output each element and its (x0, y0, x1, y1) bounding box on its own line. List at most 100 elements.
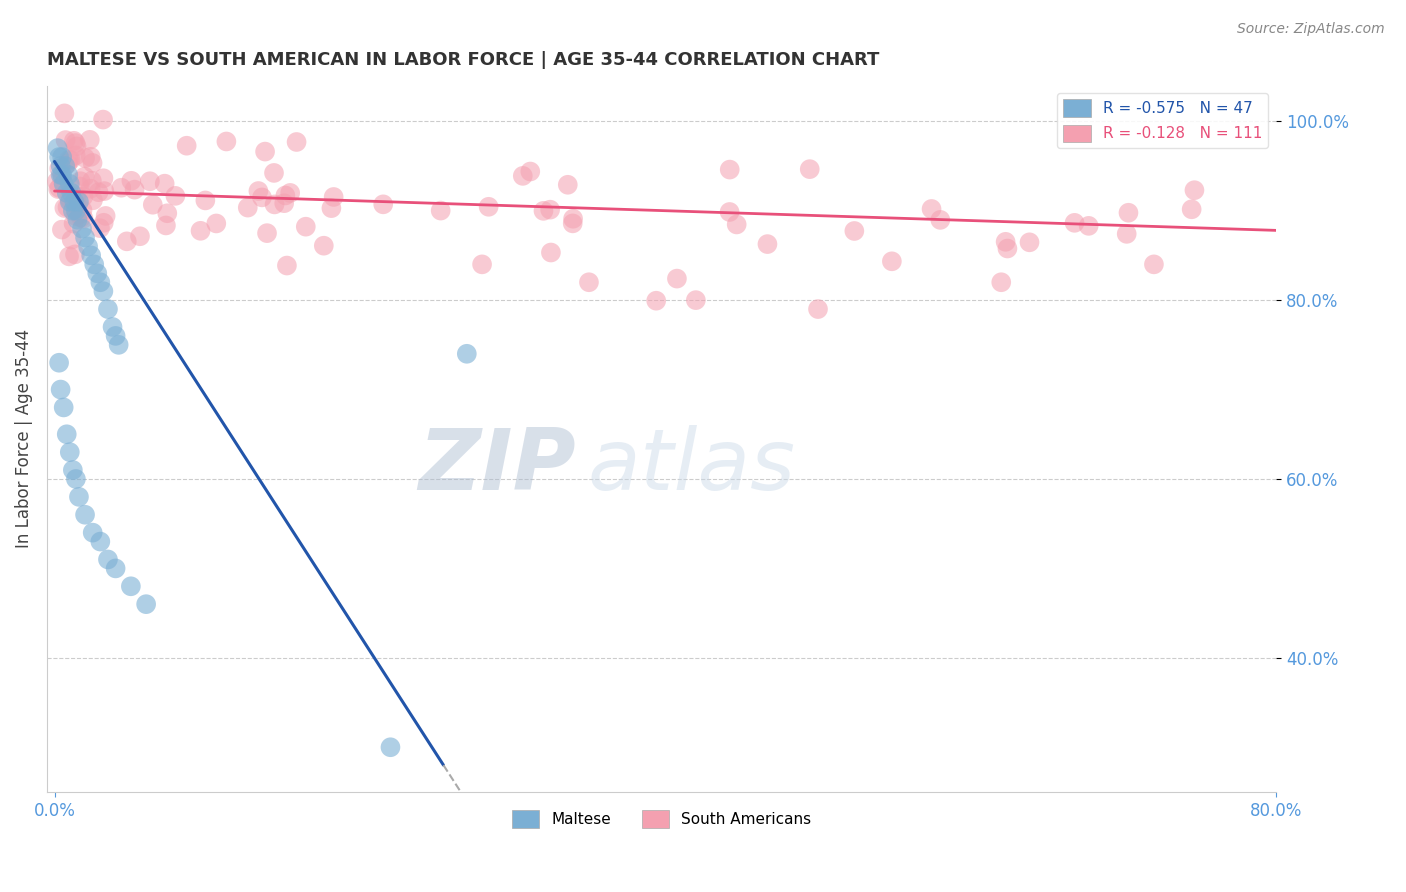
Point (62, 217, 84, 231)
Point (59, 194, 82, 209)
Point (533, 203, 555, 218)
Point (190, 224, 212, 238)
Point (46, 182, 69, 196)
Point (59, 153, 82, 167)
Point (107, 338, 129, 352)
Point (55, 133, 77, 147)
Point (83, 257, 105, 271)
Point (153, 177, 176, 191)
Point (82, 194, 104, 208)
Point (1115, 227, 1137, 241)
Point (429, 203, 451, 218)
Point (53, 159, 76, 173)
Point (322, 190, 344, 204)
Point (75, 230, 97, 244)
Point (247, 184, 270, 198)
Point (756, 237, 779, 252)
Point (49, 383, 72, 397)
Point (540, 245, 562, 260)
Point (65, 472, 87, 486)
Point (53, 106, 76, 120)
Point (62, 463, 84, 477)
Point (194, 194, 217, 208)
Point (93, 216, 115, 230)
Text: Source: ZipAtlas.com: Source: ZipAtlas.com (1237, 22, 1385, 37)
Point (65, 148, 87, 162)
Point (456, 347, 478, 361)
Point (373, 197, 395, 211)
Point (79, 133, 101, 147)
Point (65, 136, 87, 150)
Point (65, 189, 87, 203)
Point (82, 525, 104, 540)
Point (155, 219, 177, 233)
Text: ZIP: ZIP (418, 425, 575, 508)
Point (120, 579, 142, 593)
Legend: Maltese, South Americans: Maltese, South Americans (505, 804, 817, 834)
Point (273, 196, 295, 211)
Point (70, 211, 93, 225)
Point (79, 181, 101, 195)
Point (1118, 205, 1140, 219)
Point (578, 275, 600, 289)
Point (91, 112, 114, 127)
Point (478, 200, 501, 214)
Point (471, 257, 494, 271)
Point (176, 138, 198, 153)
Point (86, 266, 108, 280)
Point (538, 202, 561, 217)
Point (65, 139, 87, 153)
Point (58, 249, 80, 263)
Point (165, 189, 187, 203)
Point (104, 329, 127, 343)
Point (60, 233, 83, 247)
Point (97, 301, 120, 316)
Point (562, 211, 585, 226)
Point (51, 222, 73, 236)
Point (97, 552, 120, 566)
Point (58, 191, 80, 205)
Point (921, 202, 943, 216)
Point (380, 740, 402, 755)
Point (236, 201, 259, 215)
Point (1063, 216, 1085, 230)
Point (53, 201, 76, 215)
Point (685, 293, 707, 307)
Point (512, 169, 534, 183)
Point (1184, 183, 1206, 197)
Point (142, 198, 165, 212)
Point (256, 226, 278, 240)
Point (48, 356, 70, 370)
Point (52, 177, 75, 191)
Point (48, 150, 70, 164)
Point (63, 134, 86, 148)
Point (55, 427, 77, 442)
Point (124, 183, 146, 197)
Point (87, 186, 110, 200)
Y-axis label: In Labor Force | Age 35-44: In Labor Force | Age 35-44 (15, 329, 32, 549)
Point (1181, 202, 1204, 217)
Point (263, 166, 285, 180)
Point (799, 162, 821, 177)
Point (65, 203, 87, 218)
Point (205, 217, 228, 231)
Point (994, 235, 1017, 249)
Point (72, 189, 94, 203)
Point (725, 218, 748, 232)
Point (52, 401, 75, 415)
Point (278, 186, 301, 200)
Point (63, 194, 86, 209)
Point (294, 219, 316, 234)
Point (67, 490, 90, 504)
Point (48, 161, 70, 176)
Point (101, 320, 124, 334)
Point (844, 224, 866, 238)
Point (89, 275, 111, 289)
Point (45, 175, 67, 189)
Point (254, 145, 277, 159)
Point (93, 184, 115, 198)
Point (1077, 219, 1099, 233)
Point (82, 156, 104, 170)
Point (718, 162, 741, 177)
Point (89, 534, 111, 549)
